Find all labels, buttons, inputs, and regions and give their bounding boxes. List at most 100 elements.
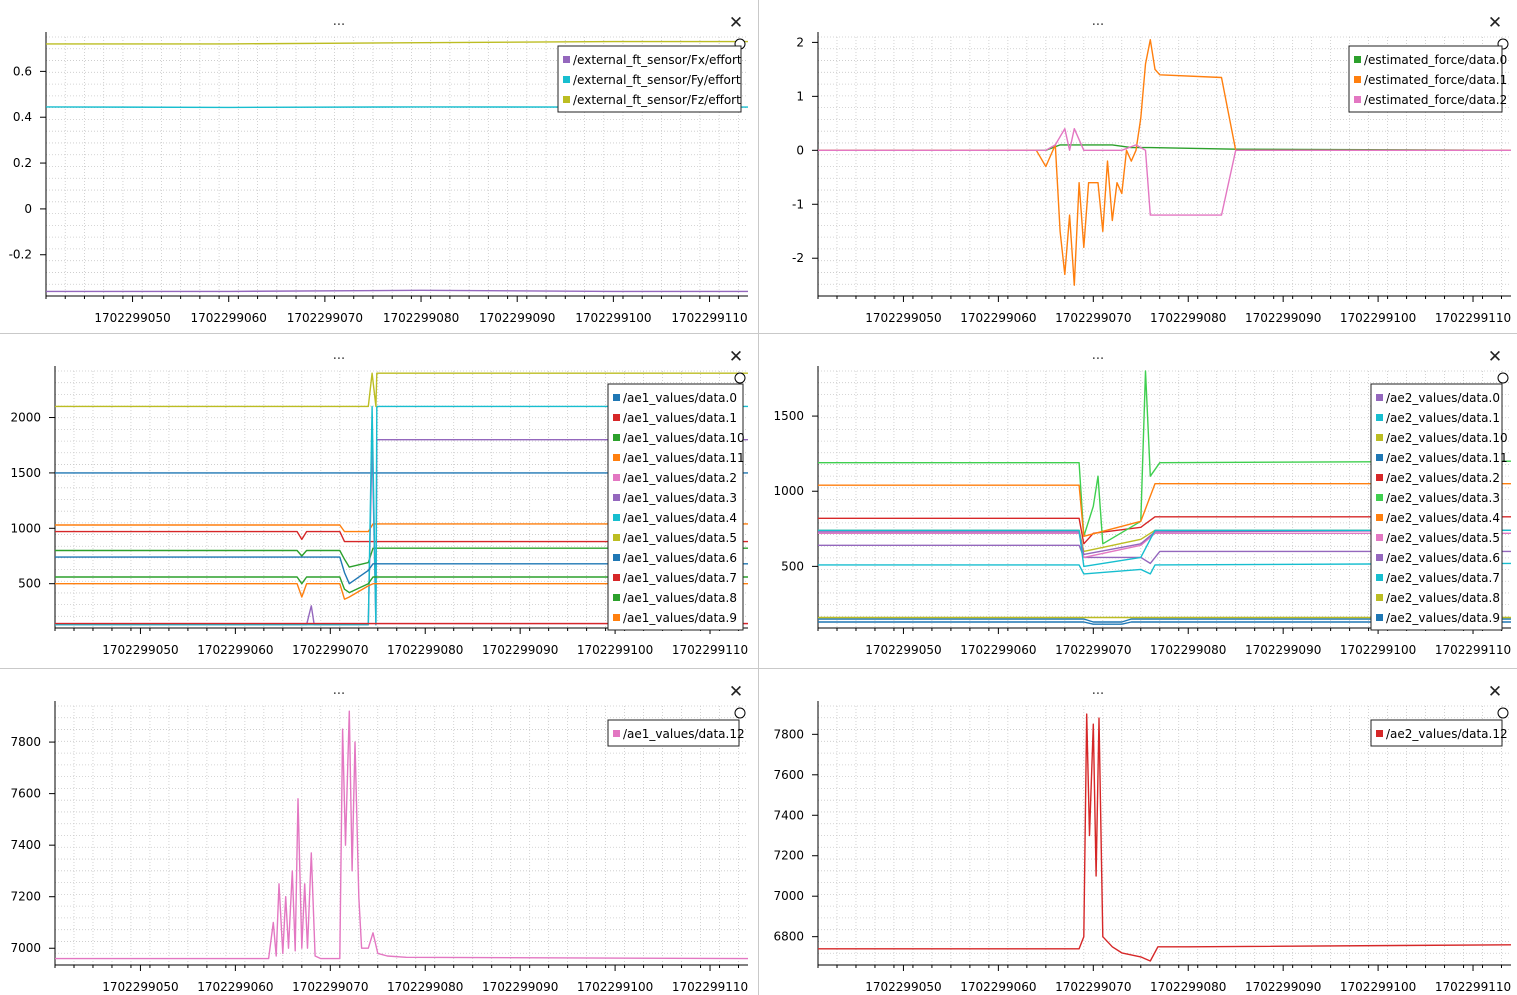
legend-swatch — [613, 730, 620, 737]
close-icon[interactable]: ✕ — [1488, 347, 1502, 367]
x-tick-label: 1702299050 — [865, 311, 941, 325]
legend-label: /ae2_values/data.10 — [1386, 431, 1508, 445]
panel-menu-button[interactable]: ... — [333, 683, 345, 698]
plot-panel[interactable]: ... ✕ 1702299050 1702299060 1702299070 170229… — [0, 669, 758, 995]
plot-svg[interactable]: ... ✕ 1702299050 1702299060 1702299070 170229… — [759, 0, 1517, 333]
legend-swatch — [1376, 614, 1383, 621]
series-line — [55, 547, 748, 568]
close-icon[interactable]: ✕ — [1488, 13, 1502, 33]
panel-menu-button[interactable]: ... — [333, 14, 345, 29]
plot-svg[interactable]: ... ✕ 1702299050 1702299060 1702299070 170229… — [0, 669, 758, 995]
x-tick-label: 1702299070 — [1055, 311, 1131, 325]
plot-panel[interactable]: ... ✕ 1702299050 1702299060 1702299070 170229… — [759, 669, 1517, 995]
x-tick-label: 1702299050 — [102, 643, 178, 657]
panel-menu-button[interactable]: ... — [333, 348, 345, 363]
y-tick-label: 2 — [796, 35, 804, 49]
x-tick-label: 1702299090 — [1245, 643, 1321, 657]
plot-svg[interactable]: ... ✕ 1702299050 1702299060 1702299070 170229… — [759, 334, 1517, 668]
plot-svg[interactable]: ... ✕ 1702299050 1702299060 1702299070 170229… — [0, 334, 758, 668]
y-tick-label: 0 — [24, 202, 32, 216]
legend-label: /ae2_values/data.5 — [1386, 531, 1500, 545]
legend[interactable]: /external_ft_sensor/Fx/effort/external_f… — [557, 45, 742, 113]
y-tick-label: 500 — [781, 559, 804, 573]
plot-grid — [817, 705, 1511, 966]
x-tick-label: 1702299090 — [482, 980, 558, 994]
series-line — [55, 405, 748, 626]
plot-svg[interactable]: ... ✕ 1702299050 1702299060 1702299070 170229… — [759, 669, 1517, 995]
x-tick-label: 1702299060 — [197, 643, 273, 657]
legend-swatch — [1376, 474, 1383, 481]
x-tick-label: 1702299100 — [1340, 980, 1416, 994]
legend-swatch — [1354, 56, 1361, 63]
legend-handle-icon[interactable] — [734, 372, 746, 384]
series-line — [46, 40, 748, 45]
legend-handle-icon[interactable] — [1497, 707, 1509, 719]
close-icon[interactable]: ✕ — [729, 682, 743, 702]
legend[interactable]: /ae2_values/data.0/ae2_values/data.1/ae2… — [1370, 383, 1508, 631]
plot-panel[interactable]: ... ✕ 1702299050 1702299060 1702299070 170229… — [759, 334, 1517, 668]
x-tick-label: 1702299050 — [865, 980, 941, 994]
x-tick-label: 1702299110 — [672, 980, 748, 994]
y-tick-label: 1500 — [773, 409, 804, 423]
legend-swatch — [613, 494, 620, 501]
legend-label: /ae1_values/data.6 — [623, 551, 737, 565]
x-tick-label: 1702299090 — [1245, 311, 1321, 325]
legend-label: /estimated_force/data.2 — [1364, 93, 1507, 107]
legend[interactable]: /ae1_values/data.12 — [607, 719, 745, 747]
series-line — [818, 482, 1511, 538]
x-tick-label: 1702299100 — [1340, 643, 1416, 657]
plot-panel[interactable]: ... ✕ 1702299050 1702299060 1702299070 170229… — [0, 334, 758, 668]
y-tick-label: 7200 — [10, 890, 41, 904]
legend-box — [607, 719, 740, 747]
close-icon[interactable]: ✕ — [729, 347, 743, 367]
legend-label: /ae1_values/data.12 — [623, 727, 745, 741]
y-tick-label: 7800 — [773, 727, 804, 741]
legend-swatch — [563, 96, 570, 103]
legend-swatch — [613, 554, 620, 561]
legend-swatch — [1354, 96, 1361, 103]
legend-label: /ae1_values/data.4 — [623, 511, 737, 525]
legend-label: /ae1_values/data.7 — [623, 571, 737, 585]
legend-swatch — [1376, 554, 1383, 561]
y-tick-label: 1000 — [10, 521, 41, 535]
close-icon[interactable]: ✕ — [1488, 682, 1502, 702]
plot-panel[interactable]: ... ✕ 1702299050 1702299060 1702299070 170229… — [0, 0, 758, 333]
legend[interactable]: /ae1_values/data.0/ae1_values/data.1/ae1… — [607, 383, 745, 631]
x-tick-label: 1702299090 — [482, 643, 558, 657]
series-line — [818, 127, 1511, 216]
close-icon[interactable]: ✕ — [729, 13, 743, 33]
series-line — [818, 529, 1511, 556]
y-tick-label: 500 — [18, 577, 41, 591]
legend-label: /ae1_values/data.11 — [623, 451, 745, 465]
legend[interactable]: /estimated_force/data.0/estimated_force/… — [1348, 45, 1507, 113]
x-tick-label: 1702299080 — [1150, 643, 1226, 657]
panel-menu-button[interactable]: ... — [1092, 348, 1104, 363]
plot-grid — [54, 705, 748, 966]
legend-label: /external_ft_sensor/Fx/effort — [573, 53, 742, 67]
legend-box — [1348, 45, 1503, 113]
series-group — [818, 39, 1511, 286]
series-line — [818, 39, 1511, 286]
panel-menu-button[interactable]: ... — [1092, 683, 1104, 698]
legend-label: /ae2_values/data.4 — [1386, 511, 1500, 525]
panel-menu-button[interactable]: ... — [1092, 14, 1104, 29]
y-tick-label: 7600 — [773, 768, 804, 782]
y-tick-label: 0.2 — [13, 156, 32, 170]
series-line — [818, 713, 1511, 962]
legend-label: /ae1_values/data.3 — [623, 491, 737, 505]
legend-label: /ae2_values/data.8 — [1386, 591, 1500, 605]
legend-swatch — [1376, 574, 1383, 581]
plot-panel[interactable]: ... ✕ 1702299050 1702299060 1702299070 170229… — [759, 0, 1517, 333]
x-tick-label: 1702299110 — [672, 643, 748, 657]
legend-handle-icon[interactable] — [734, 707, 746, 719]
x-tick-label: 1702299080 — [1150, 980, 1226, 994]
legend[interactable]: /ae2_values/data.12 — [1370, 719, 1508, 747]
plot-svg[interactable]: ... ✕ 1702299050 1702299060 1702299070 170229… — [0, 0, 758, 333]
y-tick-label: 1000 — [773, 484, 804, 498]
horizontal-separator — [0, 668, 1517, 669]
x-tick-label: 1702299100 — [1340, 311, 1416, 325]
x-tick-label: 1702299070 — [292, 643, 368, 657]
series-line — [818, 529, 1511, 568]
legend-swatch — [1376, 594, 1383, 601]
legend-handle-icon[interactable] — [1497, 372, 1509, 384]
